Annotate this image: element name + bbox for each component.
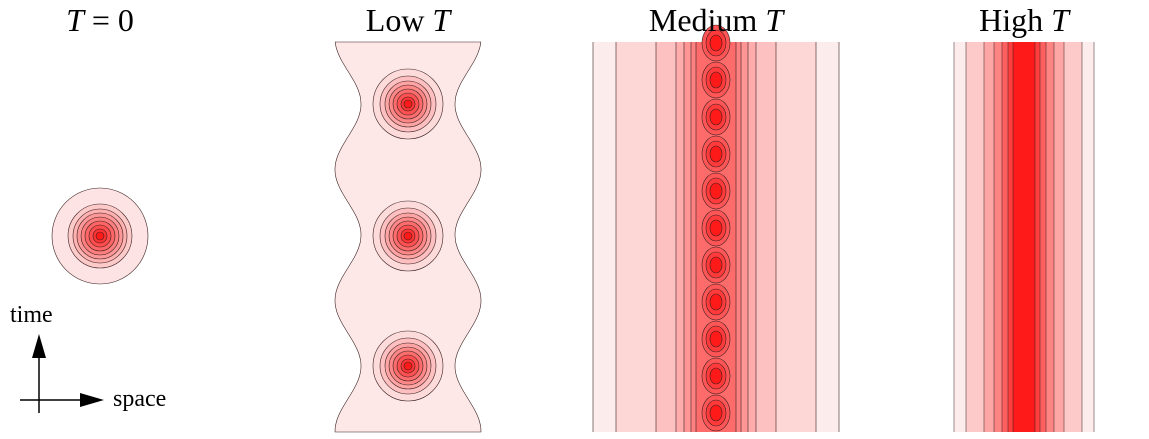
contour-ring [403, 361, 413, 371]
contour-bead [709, 367, 723, 385]
contour-band [1013, 42, 1035, 432]
contour-ring [403, 99, 413, 109]
panel-title-low-t: Low T [365, 2, 451, 38]
panel-high [953, 42, 1095, 432]
panel-title-medium-t: Medium T [648, 2, 784, 38]
contour-ring [403, 231, 413, 241]
contour-bead [709, 404, 723, 422]
contour-bead [709, 145, 723, 163]
panel-low [334, 41, 482, 433]
panel-title-high-t: High T [979, 2, 1069, 38]
panel-zero [51, 187, 149, 285]
contour-bead [709, 34, 723, 52]
space-axis-label: space [113, 386, 167, 412]
contour-bead [709, 293, 723, 311]
time-arrow-head [32, 334, 46, 358]
space-arrow-head [80, 393, 104, 407]
contour-bead [709, 108, 723, 126]
time-axis-label: time [10, 302, 53, 328]
panel-medium [592, 24, 840, 432]
contour-bead [709, 71, 723, 89]
contour-bead [709, 330, 723, 348]
axis-indicator [20, 334, 104, 413]
contour-bead [709, 256, 723, 274]
panel-title-t-zero: T = 0 [66, 2, 134, 38]
contour-ring [95, 231, 105, 241]
contour-bead [709, 219, 723, 237]
contour-bead [709, 182, 723, 200]
